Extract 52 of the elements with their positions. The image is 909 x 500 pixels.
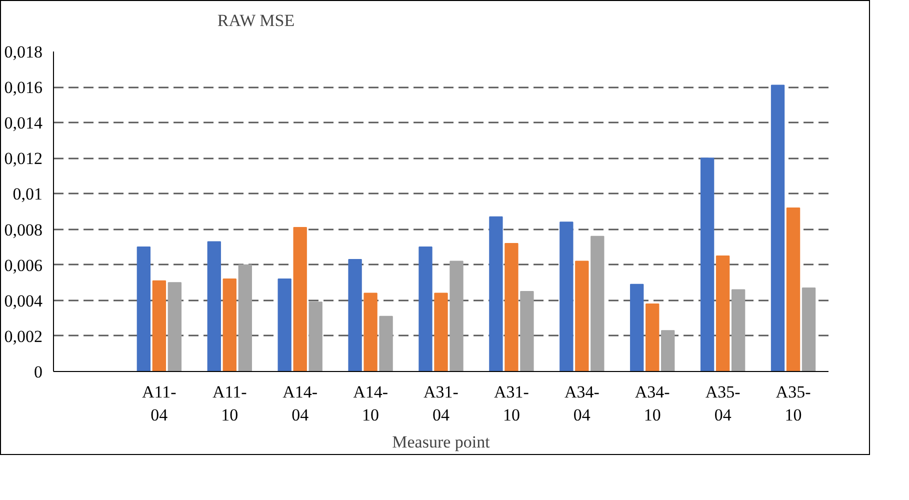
bar (731, 289, 746, 372)
bar (450, 260, 464, 372)
bar (434, 292, 448, 372)
bar (802, 287, 816, 372)
x-tick-label: A11-04 (142, 382, 177, 424)
x-tick-label: A31-04 (424, 382, 459, 424)
bar (136, 246, 151, 372)
bar (207, 241, 221, 372)
bar (770, 84, 785, 372)
x-axis-title: Measure point (392, 432, 490, 452)
bar (222, 278, 236, 372)
bar (168, 282, 182, 372)
y-tick-label: 0,006 (4, 256, 42, 275)
x-tick-label: A34-10 (634, 382, 670, 424)
x-tick-label: A34-04 (564, 382, 600, 424)
x-tick-label: A35-10 (776, 382, 812, 424)
x-tick-label: A35-04 (705, 382, 741, 424)
bar (308, 302, 322, 372)
bar (575, 260, 589, 372)
bar (489, 216, 503, 372)
text: RAW MSE (217, 11, 295, 31)
y-tick-label: 0,016 (4, 78, 42, 98)
bar (238, 264, 252, 372)
bar (379, 316, 393, 372)
bar (560, 222, 574, 372)
y-tick-label: 0 (34, 362, 42, 382)
bar (504, 243, 518, 372)
bar (520, 291, 534, 372)
x-tick-label: A14-04 (282, 382, 318, 424)
bar (364, 292, 378, 372)
bar (152, 280, 166, 372)
y-tick-label: 0,018 (4, 42, 42, 62)
bar (700, 158, 714, 372)
x-tick-label: A14-10 (353, 382, 388, 424)
bar (646, 303, 660, 372)
bar (786, 207, 800, 372)
bar (293, 227, 307, 372)
x-tick-label: A11-10 (212, 382, 248, 424)
bar (278, 278, 292, 372)
bar (348, 259, 362, 372)
bar (418, 246, 432, 372)
y-tick-label: 0,008 (4, 220, 42, 240)
x-tick-label: A31-10 (494, 382, 530, 424)
bar (590, 236, 604, 372)
bar (716, 255, 730, 372)
y-tick-label: 0,002 (4, 326, 42, 346)
y-tick-label: 0,012 (4, 149, 42, 168)
y-tick-label: 0,004 (4, 291, 43, 310)
y-tick-label: 0,01 (12, 184, 42, 204)
bar (630, 284, 644, 372)
y-tick-label: 0,014 (4, 114, 43, 133)
bar (661, 330, 675, 372)
